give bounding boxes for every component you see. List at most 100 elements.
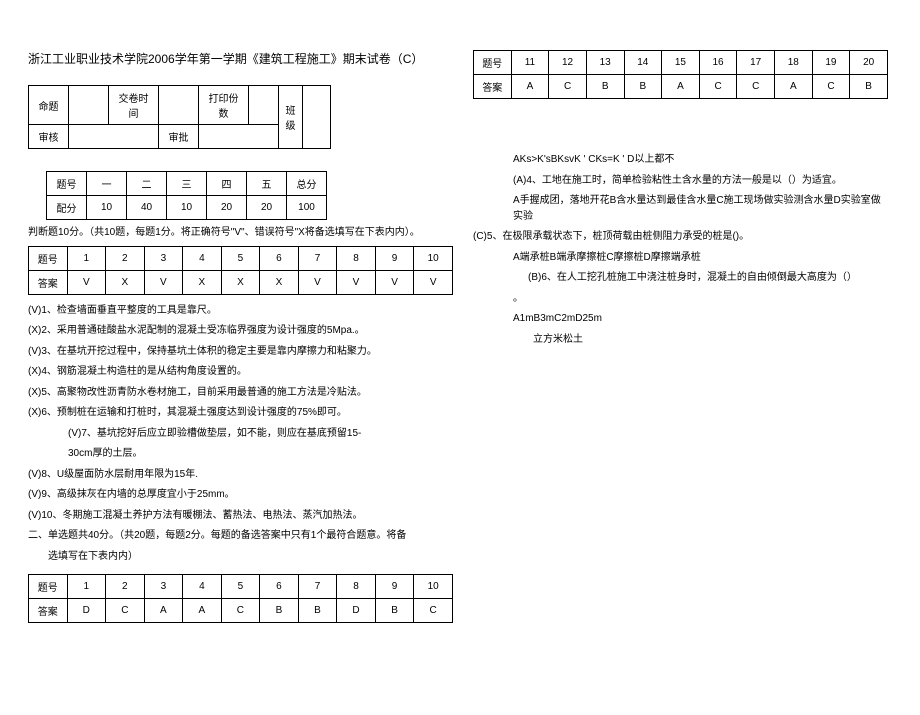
- sec2a: 二、单选题共40分。（共20题，每题2分。每题的备选答案中只有1个最符合题意。将…: [28, 528, 453, 544]
- cell: 20: [207, 196, 247, 220]
- q8: (V)8、U级屋面防水层耐用年限为15年.: [28, 467, 453, 483]
- cell: B: [850, 75, 888, 99]
- cell: V: [67, 270, 106, 294]
- cell: 7: [298, 246, 337, 270]
- r1: AKs>K'sBKsvK ' CKs=K ' D以上都不: [473, 152, 888, 168]
- cell: 1: [67, 575, 106, 599]
- cell: A: [144, 599, 183, 623]
- cell: 8: [337, 575, 376, 599]
- exam-title: 浙江工业职业技术学院2006学年第一学期《建筑工程施工》期末试卷（C）: [28, 50, 453, 67]
- r4: (C)5、在极限承载状态下，桩顶荷载由桩侧阻力承受的桩是()。: [473, 229, 888, 245]
- cell: 7: [298, 575, 337, 599]
- cell: [69, 125, 159, 149]
- cell: B: [260, 599, 299, 623]
- r3: A手握成团，落地开花B含水量达到最佳含水量C施工现场做实验测含水量D实验室做实验: [473, 193, 888, 224]
- q5: (X)5、高聚物改性沥青防水卷材施工，目前采用最普通的施工方法是冷贴法。: [28, 385, 453, 401]
- cell: 二: [127, 172, 167, 196]
- score-table: 题号 一 二 三 四 五 总分 配分 10 40 10 20 20 100: [46, 171, 327, 220]
- cell: V: [414, 270, 453, 294]
- cell: A: [183, 599, 222, 623]
- cell: B: [298, 599, 337, 623]
- cell: 5: [221, 246, 260, 270]
- cell: 交卷时间: [109, 86, 159, 125]
- cell: X: [106, 270, 145, 294]
- header-table: 命题 交卷时间 打印份数 班级 审核 审批: [28, 85, 331, 149]
- cell: X: [221, 270, 260, 294]
- cell: C: [414, 599, 453, 623]
- r6: (B)6、在人工挖孔桩施工中浇注桩身时，混凝土的自由倾倒最大高度为（）: [473, 270, 888, 286]
- cell: [303, 86, 331, 149]
- q4: (X)4、钢筋混凝土构造柱的是从结构角度设置的。: [28, 364, 453, 380]
- cell: 五: [247, 172, 287, 196]
- cell: 打印份数: [199, 86, 249, 125]
- q10: (V)10、冬期施工混凝土养护方法有暖棚法、蓄热法、电热法、蒸汽加热法。: [28, 508, 453, 524]
- cell: D: [337, 599, 376, 623]
- cell: 2: [106, 575, 145, 599]
- cell: 答案: [29, 270, 68, 294]
- cell: 题号: [47, 172, 87, 196]
- cell: C: [549, 75, 587, 99]
- cell: 题号: [29, 246, 68, 270]
- q1: (V)1、检查墙面垂直平整度的工具是靠尺。: [28, 303, 453, 319]
- r5: A端承桩B端承摩擦桩C摩擦桩D摩擦端承桩: [473, 250, 888, 266]
- q7a: (V)7、基坑挖好后应立即验槽做垫层，如不能，则应在基底预留15-: [28, 426, 453, 442]
- cell: 一: [87, 172, 127, 196]
- cell: X: [183, 270, 222, 294]
- cell: 题号: [29, 575, 68, 599]
- cell: A: [662, 75, 700, 99]
- cell: C: [106, 599, 145, 623]
- cell: 5: [221, 575, 260, 599]
- cell: B: [375, 599, 414, 623]
- cell: 20: [247, 196, 287, 220]
- cell: 四: [207, 172, 247, 196]
- cell: 14: [624, 51, 662, 75]
- cell: V: [144, 270, 183, 294]
- cell: V: [298, 270, 337, 294]
- cell: 10: [87, 196, 127, 220]
- cell: 100: [287, 196, 327, 220]
- q2: (X)2、采用普通硅酸盐水泥配制的混凝土受冻临界强度为设计强度的5Mpa.。: [28, 323, 453, 339]
- cell: 3: [144, 246, 183, 270]
- cell: 1: [67, 246, 106, 270]
- cell: C: [812, 75, 850, 99]
- cell: 6: [260, 575, 299, 599]
- cell: 命题: [29, 86, 69, 125]
- cell: 19: [812, 51, 850, 75]
- class-label: 班级: [279, 86, 303, 149]
- cell: [69, 86, 109, 125]
- cell: 三: [167, 172, 207, 196]
- cell: [159, 86, 199, 125]
- r9: 立方米松土: [473, 332, 888, 348]
- cell: B: [586, 75, 624, 99]
- cell: 9: [375, 246, 414, 270]
- r7: 。: [473, 291, 888, 307]
- cell: 答案: [474, 75, 512, 99]
- mc-table-1: 题号 1 2 3 4 5 6 7 8 9 10 答案 D C A A C B B…: [28, 574, 453, 623]
- q6: (X)6、预制桩在运输和打桩时，其混凝土强度达到设计强度的75%即可。: [28, 405, 453, 421]
- cell: C: [737, 75, 775, 99]
- mc-table-2: 题号 11 12 13 14 15 16 17 18 19 20 答案 A C …: [473, 50, 888, 99]
- cell: 3: [144, 575, 183, 599]
- r2: (A)4、工地在施工时，简单检验粘性土含水量的方法一般是以（）为适宜。: [473, 173, 888, 189]
- cell: 16: [699, 51, 737, 75]
- cell: 12: [549, 51, 587, 75]
- cell: 2: [106, 246, 145, 270]
- cell: [199, 125, 279, 149]
- cell: 17: [737, 51, 775, 75]
- cell: 4: [183, 246, 222, 270]
- q7b: 30cm厚的土层。: [28, 446, 453, 462]
- cell: V: [337, 270, 376, 294]
- cell: 10: [167, 196, 207, 220]
- cell: 答案: [29, 599, 68, 623]
- q3: (V)3、在基坑开挖过程中，保持基坑土体积的稳定主要是靠内摩擦力和粘聚力。: [28, 344, 453, 360]
- cell: 总分: [287, 172, 327, 196]
- cell: 审批: [159, 125, 199, 149]
- sec2b: 选填写在下表内内）: [28, 549, 453, 565]
- cell: 4: [183, 575, 222, 599]
- cell: V: [375, 270, 414, 294]
- cell: 题号: [474, 51, 512, 75]
- cell: 15: [662, 51, 700, 75]
- judge-answer-table: 题号 1 2 3 4 5 6 7 8 9 10 答案 V X V X X X V…: [28, 246, 453, 295]
- cell: 9: [375, 575, 414, 599]
- cell: 20: [850, 51, 888, 75]
